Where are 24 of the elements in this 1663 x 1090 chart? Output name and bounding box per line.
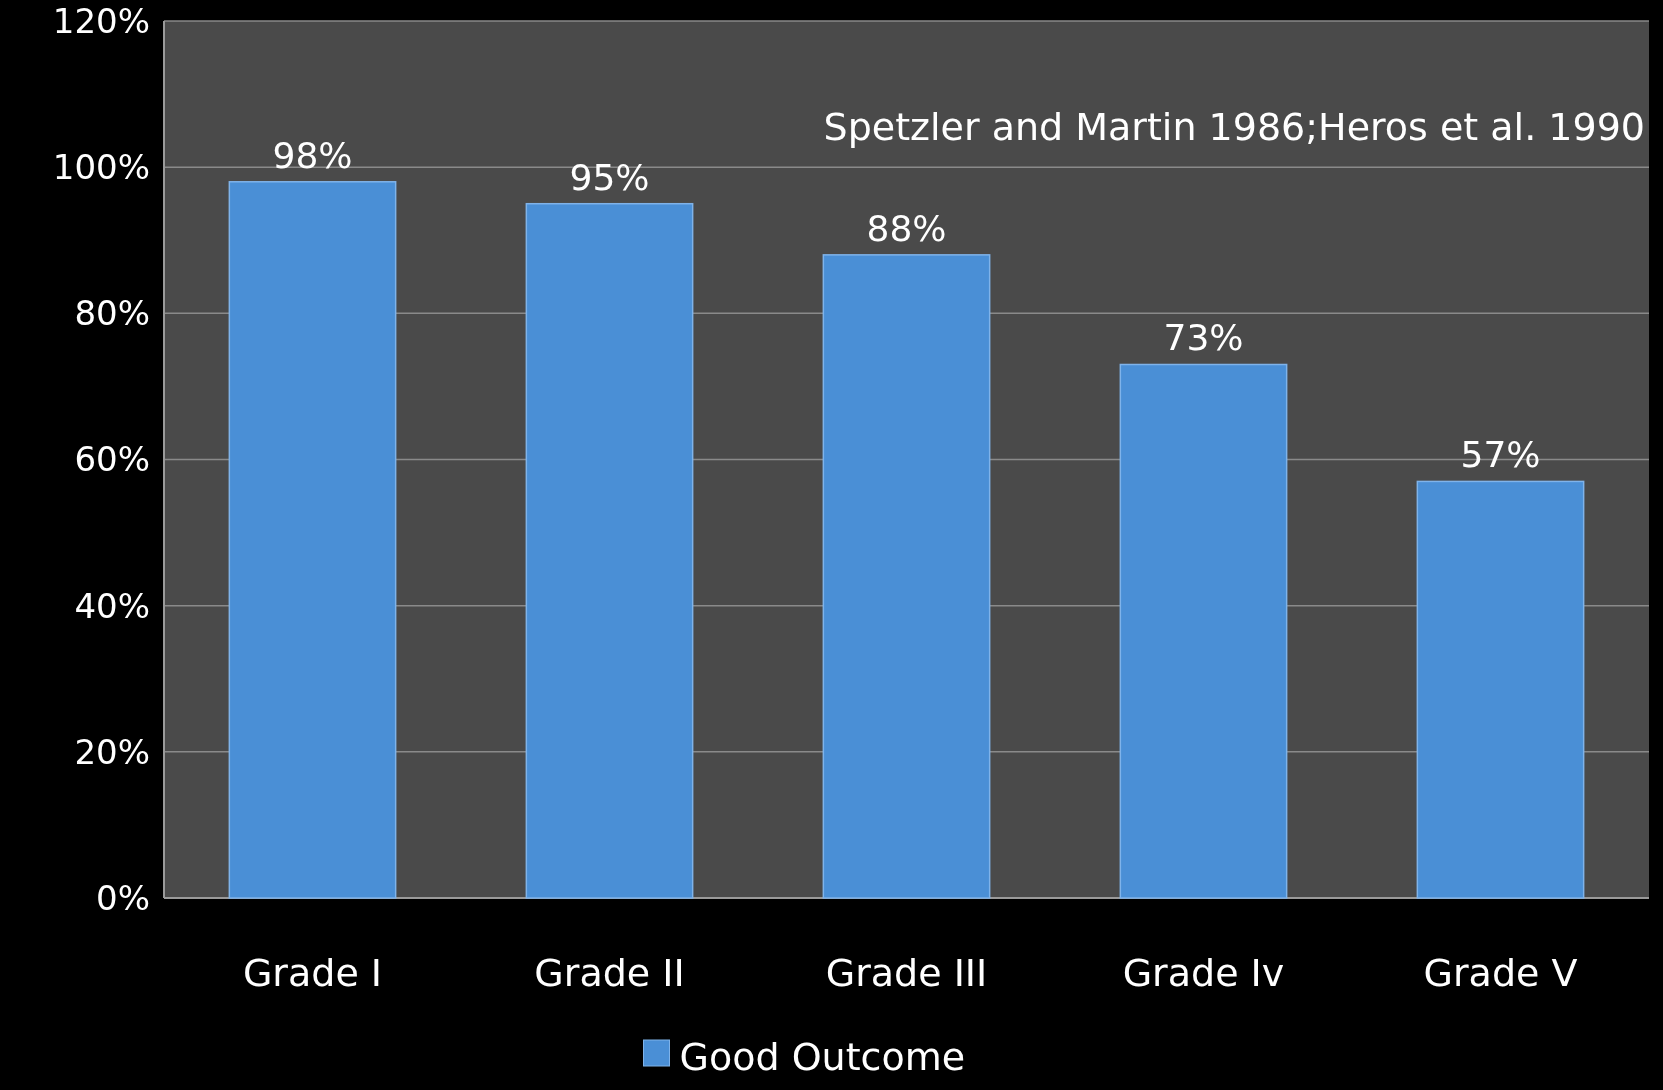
bar [1416,480,1585,899]
text: 73% [1163,317,1244,359]
y-tick-label: 100% [52,147,150,188]
y-tick-label: 120% [52,0,150,41]
legend-label: Good Outcome [679,1035,966,1079]
bar [822,254,991,899]
y-tick-label: 40% [74,585,150,626]
annotation: Spetzler and Martin 1986;Heros et al. 1990 [823,105,1645,149]
bar [1119,363,1288,899]
text: 88% [866,207,947,249]
y-tick-label: 0% [96,877,150,918]
x-tick-label: Grade I [242,951,383,995]
x-tick-label: Grade V [1423,951,1578,995]
text: 95% [569,156,650,198]
text: 57% [1460,434,1541,476]
y-tick-label: 60% [74,439,150,480]
bar [228,181,397,899]
x-tick-label: Grade Iv [1122,951,1285,995]
bar [525,202,694,899]
y-tick-label: 20% [74,731,150,772]
x-tick-label: Grade II [534,951,685,995]
y-tick-label: 80% [74,293,150,334]
text: 98% [272,134,353,176]
x-tick-label: Grade III [825,951,988,995]
